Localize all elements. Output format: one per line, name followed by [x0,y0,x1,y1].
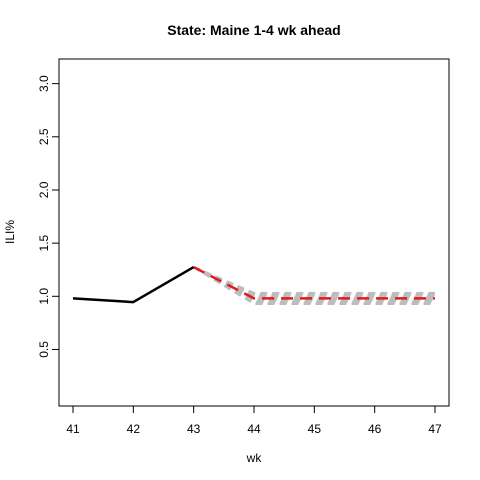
interval-band-line [193,265,435,299]
x-tick-label: 42 [127,422,141,436]
x-tick-label: 45 [308,422,322,436]
observed-series-line [72,266,195,304]
y-tick-label: 3.0 [37,75,51,92]
y-tick-label: 2.5 [37,128,51,145]
x-tick-label: 46 [368,422,382,436]
plot-area-border [58,58,450,407]
interval-band [193,265,435,305]
interval-band-line [193,266,435,303]
interval-band-line [193,265,435,300]
interval-band-line [193,265,435,295]
chart-title: State: Maine 1-4 wk ahead [167,22,341,38]
y-tick-label: 1.5 [37,234,51,251]
y-tick-label: 2.0 [37,181,51,198]
x-axis: 41 42 43 44 45 46 47 [66,405,442,436]
y-tick-label: 1.0 [37,288,51,305]
y-tick-label: 0.5 [37,341,51,358]
interval-band-line [193,265,435,296]
forecast-series-line [193,265,435,300]
x-tick-label: 44 [247,422,261,436]
x-tick-label: 47 [428,422,442,436]
interval-band-line [193,266,435,302]
y-axis-label: ILI% [3,220,17,244]
series-layer [72,265,435,304]
x-axis-label: wk [246,451,263,465]
y-axis: 0.5 1.0 1.5 2.0 2.5 3.0 [37,75,60,358]
interval-band-line [193,265,435,298]
x-tick-label: 41 [66,422,80,436]
interval-band-line [193,266,435,304]
x-tick-label: 43 [187,422,201,436]
